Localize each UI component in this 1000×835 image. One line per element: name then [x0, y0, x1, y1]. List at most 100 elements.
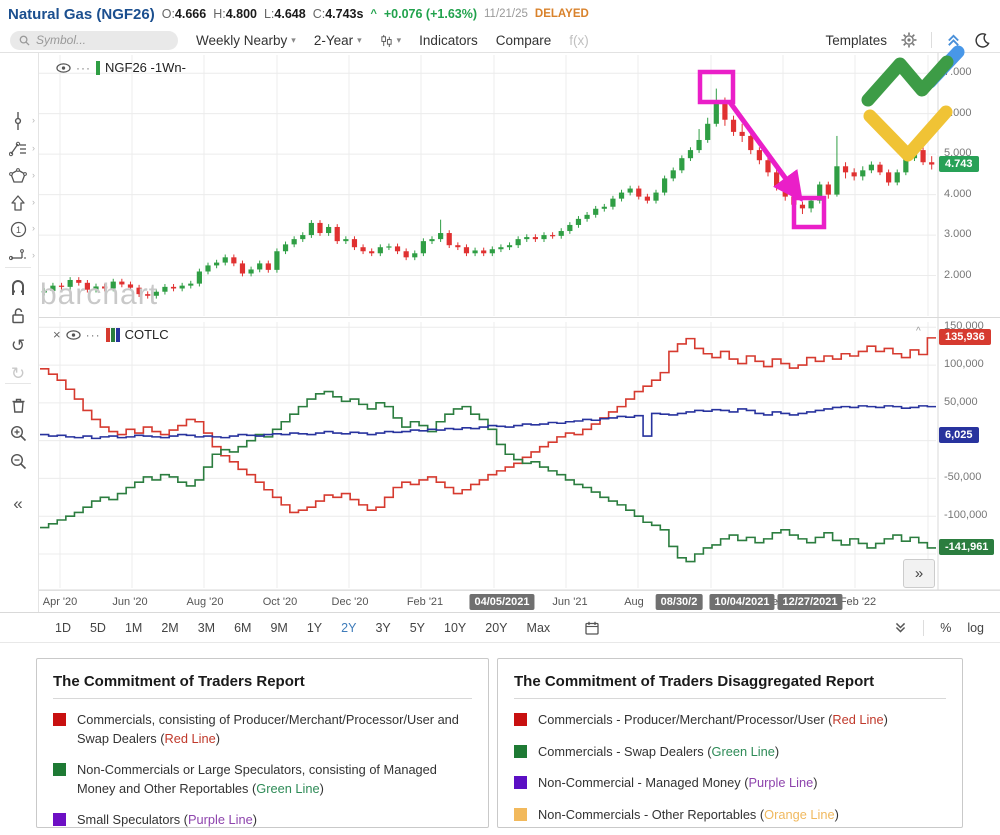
- collapse-down-icon[interactable]: [894, 621, 907, 634]
- range-button-9m[interactable]: 9M: [270, 620, 288, 635]
- time-axis-label: Apr '20: [42, 596, 78, 608]
- ohlc-close: C:4.743s: [312, 7, 364, 21]
- last-value-badge: -141,961: [939, 538, 995, 555]
- barchart-watermark: barchart: [40, 278, 159, 311]
- close-icon[interactable]: ×: [53, 327, 61, 342]
- range-button-6m[interactable]: 6M: [234, 620, 252, 635]
- divider: [931, 32, 932, 48]
- legend-swatch: [514, 807, 527, 821]
- eye-icon[interactable]: [56, 62, 71, 73]
- zoom-out-tool[interactable]: [4, 449, 32, 473]
- arrow-shape-tool[interactable]: ›: [4, 191, 35, 215]
- axis-tick-label: 2.000: [944, 268, 972, 281]
- annotation-tool[interactable]: 1 ›: [4, 217, 35, 241]
- drawing-tools-sidebar: › › › › 1 › › ↺ ↻ «: [0, 53, 39, 612]
- range-button-1m[interactable]: 1M: [124, 620, 143, 635]
- divider: [923, 619, 925, 636]
- last-value-badge: 4.743: [939, 155, 979, 172]
- redo-button[interactable]: ↻: [4, 361, 32, 385]
- delayed-flag: DELAYED: [534, 8, 589, 20]
- change-up-icon: ^: [370, 8, 377, 20]
- zoom-in-tool[interactable]: [4, 421, 32, 445]
- dark-mode-moon-icon[interactable]: [975, 32, 990, 48]
- more-options-icon[interactable]: ···: [76, 60, 91, 75]
- templates-button[interactable]: Templates: [825, 32, 887, 48]
- legend-item: Commercials, consisting of Producer/Merc…: [53, 711, 472, 748]
- sidebar-separator: [5, 383, 31, 384]
- range-button-1d[interactable]: 1D: [55, 620, 71, 635]
- header: Natural Gas (NGF26) O:4.666 H:4.800 L:4.…: [0, 0, 1000, 28]
- symbol-title[interactable]: Natural Gas (NGF26): [8, 5, 155, 23]
- range-button-20y[interactable]: 20Y: [485, 620, 508, 635]
- percent-scale-button[interactable]: %: [940, 620, 952, 635]
- legend-item: Commercials - Producer/Merchant/Processo…: [514, 711, 946, 730]
- undo-button-icon: ↺: [10, 335, 26, 355]
- range-button-2m[interactable]: 2M: [161, 620, 179, 635]
- compare-button[interactable]: Compare: [495, 32, 552, 48]
- cursor-tool[interactable]: ›: [4, 109, 35, 133]
- legend-swatch: [514, 713, 527, 726]
- legend-swatch: [53, 763, 66, 777]
- collapse-up-icon[interactable]: [946, 33, 961, 48]
- search-placeholder: Symbol...: [36, 33, 87, 47]
- legend-item: Non-Commercials or Large Speculators, co…: [53, 761, 472, 798]
- magnet-tool-icon: [12, 279, 24, 295]
- indicators-button[interactable]: Indicators: [419, 32, 478, 48]
- lock-tool[interactable]: [4, 303, 32, 327]
- axis-tick-label: 3.000: [944, 228, 972, 241]
- flyout-chevron-icon: ›: [32, 143, 35, 153]
- event-date-badge[interactable]: 10/04/2021: [709, 594, 775, 610]
- range-button-5y[interactable]: 5Y: [409, 620, 426, 635]
- measure-tool[interactable]: ›: [4, 244, 35, 268]
- fx-button[interactable]: f(x): [569, 32, 589, 48]
- time-axis-label: Feb '22: [839, 596, 877, 608]
- symbol-search-input[interactable]: Symbol...: [10, 30, 178, 50]
- shapes-tool[interactable]: ›: [4, 164, 35, 188]
- pane-collapse-caret[interactable]: ^: [916, 326, 921, 337]
- time-axis[interactable]: Apr '20 Jun '20 Aug '20 Oct '20 Dec '20 Feb '…: [38, 590, 1000, 613]
- range-button-3y[interactable]: 3Y: [375, 620, 391, 635]
- time-axis-label: Aug: [624, 596, 644, 608]
- trendline-tool[interactable]: ›: [4, 137, 35, 161]
- event-date-badge[interactable]: 04/05/2021: [469, 594, 535, 610]
- range-button-5d[interactable]: 5D: [89, 620, 106, 635]
- arrow-shape-tool-icon: [11, 194, 25, 211]
- expand-pane-button[interactable]: »: [903, 559, 935, 588]
- axis-tick-label: -100,000: [944, 509, 988, 522]
- chevron-down-icon: ▾: [291, 34, 296, 45]
- gear-icon[interactable]: [901, 32, 917, 48]
- pane2-title[interactable]: COTLC: [124, 327, 169, 342]
- axis-tick-label: 7.000: [944, 66, 972, 79]
- chart-type-dropdown[interactable]: ▾: [380, 34, 401, 47]
- range-button-2y[interactable]: 2Y: [341, 620, 357, 635]
- zoom-out-tool-icon: [10, 453, 26, 469]
- range-button-max[interactable]: Max: [526, 620, 551, 635]
- range-button-10y[interactable]: 10Y: [444, 620, 467, 635]
- range-button-1y[interactable]: 1Y: [306, 620, 323, 635]
- legend-text: Small Speculators (Purple Line): [77, 812, 257, 828]
- legend-text: Commercials, consisting of Producer/Merc…: [77, 712, 459, 746]
- calendar-icon[interactable]: [585, 621, 599, 635]
- axis-tick-label: 50,000: [944, 395, 978, 408]
- pane1-title[interactable]: NGF26 -1Wn-: [105, 60, 186, 75]
- undo-button[interactable]: ↺: [4, 333, 32, 357]
- log-scale-button[interactable]: log: [967, 620, 984, 635]
- eye-icon[interactable]: [65, 329, 81, 340]
- legend-text: Non-Commercials or Large Speculators, co…: [77, 762, 437, 796]
- range-buttons: 1D 5D 1M 2M 3M 6M 9M 1Y 2Y 3Y 5Y 10Y 20Y Max: [55, 621, 550, 635]
- collapse-sidebar[interactable]: «: [4, 491, 32, 515]
- magnet-tool[interactable]: [4, 275, 32, 299]
- range-dropdown[interactable]: 2-Year ▾: [313, 32, 362, 48]
- frequency-dropdown[interactable]: Weekly Nearby ▾: [196, 32, 296, 48]
- legend-text: Non-Commercials - Other Reportables (Ora…: [538, 806, 839, 822]
- card-title: The Commitment of Traders Report: [53, 673, 305, 690]
- event-date-badge[interactable]: 08/30/2: [655, 594, 703, 610]
- event-date-badge[interactable]: 12/27/2021: [777, 594, 843, 610]
- legend-item: Non-Commercial - Managed Money (Purple L…: [514, 774, 946, 793]
- delete-tool[interactable]: [4, 393, 32, 417]
- more-options-icon[interactable]: ···: [85, 327, 101, 342]
- chevron-down-icon: ▾: [357, 34, 362, 45]
- range-button-3m[interactable]: 3M: [197, 620, 216, 635]
- indicator-color-bars: [105, 327, 120, 342]
- time-axis-label: Dec '20: [331, 596, 369, 608]
